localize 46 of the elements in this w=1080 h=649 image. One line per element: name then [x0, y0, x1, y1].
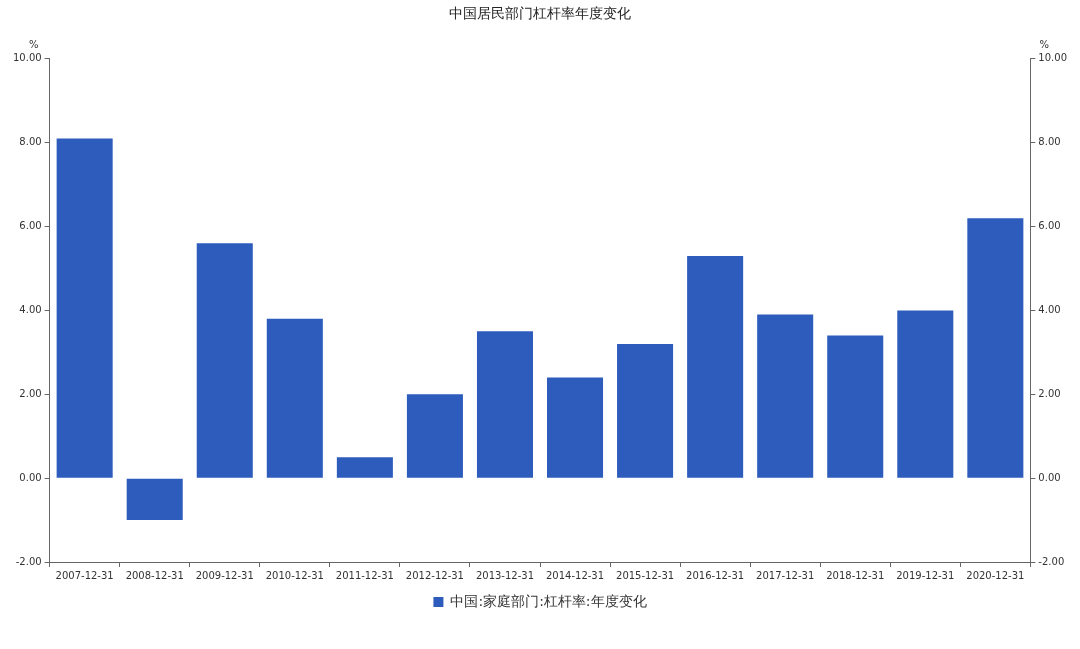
bar	[126, 478, 183, 521]
y-tick-label: 6.00	[19, 220, 42, 232]
y-tick-label: -2.00	[15, 555, 42, 567]
x-tick-label: 2016-12-31	[686, 569, 745, 581]
bar	[967, 218, 1024, 478]
y2-tick-label: 10.00	[1038, 52, 1068, 64]
y-axis-title: %	[28, 39, 39, 51]
x-tick-label: 2015-12-31	[616, 569, 675, 581]
y2-tick-label: 0.00	[1038, 471, 1061, 483]
y2-axis-title: %	[1039, 39, 1050, 51]
bar	[687, 255, 744, 478]
y-tick-label: 4.00	[19, 303, 42, 315]
x-tick-label: 2019-12-31	[896, 569, 955, 581]
bar	[266, 318, 323, 478]
x-tick-label: 2013-12-31	[475, 569, 535, 581]
bar	[406, 394, 463, 478]
bar	[336, 457, 393, 478]
x-tick-label: 2012-12-31	[405, 569, 464, 581]
bar	[827, 335, 884, 478]
y2-tick-label: 6.00	[1038, 220, 1061, 232]
bar	[617, 343, 674, 478]
bar	[476, 331, 533, 478]
x-tick-label: 2014-12-31	[545, 569, 605, 581]
x-tick-label: 2018-12-31	[826, 569, 885, 581]
chart-title: 中国居民部门杠杆率年度变化	[449, 5, 631, 22]
legend-label: 中国:家庭部门:杠杆率:年度变化	[450, 592, 647, 609]
x-tick-label: 2010-12-31	[265, 569, 324, 581]
y2-tick-label: 4.00	[1038, 303, 1061, 315]
x-tick-label: 2017-12-31	[756, 569, 815, 581]
x-tick-label: 2009-12-31	[195, 569, 254, 581]
bar	[757, 314, 814, 478]
y2-tick-label: -2.00	[1038, 555, 1065, 567]
y-tick-label: 0.00	[19, 471, 42, 483]
bar	[56, 138, 113, 478]
y2-tick-label: 2.00	[1038, 387, 1061, 399]
y-tick-label: 8.00	[19, 136, 42, 148]
y-tick-label: 10.00	[12, 52, 42, 64]
y2-tick-label: 8.00	[1038, 136, 1061, 148]
x-tick-label: 2011-12-31	[335, 569, 394, 581]
bar	[196, 243, 253, 478]
x-tick-label: 2020-12-31	[966, 569, 1025, 581]
bar	[897, 310, 954, 478]
bar	[547, 377, 604, 478]
x-tick-label: 2008-12-31	[125, 569, 184, 581]
x-tick-label: 2007-12-31	[55, 569, 114, 581]
y-tick-label: 2.00	[19, 387, 42, 399]
